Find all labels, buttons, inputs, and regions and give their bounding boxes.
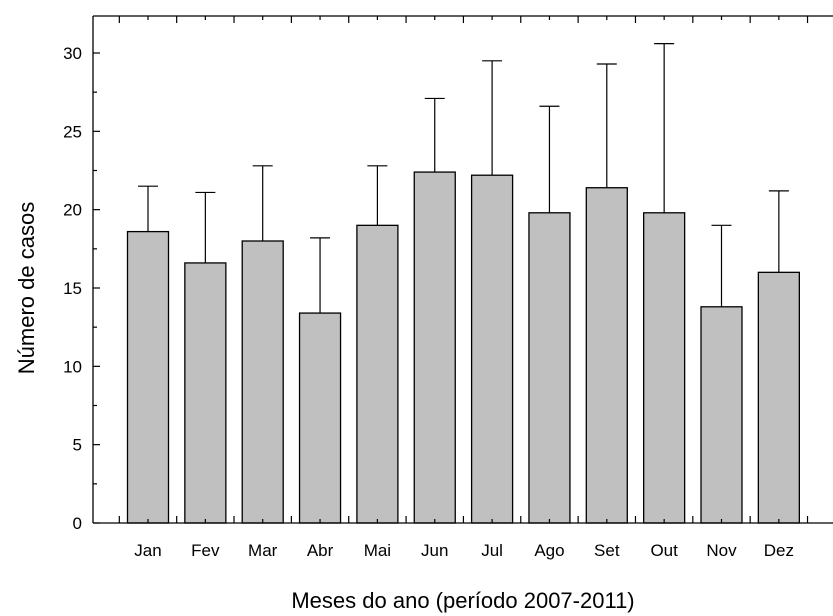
bar-jan: [126, 230, 170, 524]
x-tick-label-mar: Mar: [248, 541, 278, 560]
bars-group: [126, 171, 800, 524]
x-axis-title: Meses do ano (período 2007-2011): [291, 588, 634, 613]
y-tick-label: 5: [73, 436, 82, 455]
x-tick-label-out: Out: [650, 541, 678, 560]
y-axis-title: Número de casos: [14, 202, 39, 374]
y-tick-label: 10: [63, 357, 82, 376]
x-tick-label-dez: Dez: [764, 541, 794, 560]
bar-set: [585, 187, 628, 524]
x-tick-label-abr: Abr: [307, 541, 334, 560]
x-tick-label-jan: Jan: [134, 541, 161, 560]
bar-fev: [184, 262, 227, 524]
y-tick-label: 20: [63, 201, 82, 220]
bar-jun: [413, 171, 456, 524]
bar-mai: [356, 224, 399, 524]
x-tick-label-mai: Mai: [364, 541, 391, 560]
bar-ago: [528, 212, 571, 524]
y-tick-label: 25: [63, 122, 82, 141]
bar-nov: [700, 306, 743, 524]
axes-group: [92, 15, 833, 524]
bar-abr: [298, 312, 342, 524]
y-tick-label: 15: [63, 279, 82, 298]
bar-out: [643, 212, 686, 524]
x-tick-label-jun: Jun: [421, 541, 448, 560]
y-tick-label: 30: [63, 44, 82, 63]
x-tick-label-fev: Fev: [191, 541, 220, 560]
x-tick-label-set: Set: [594, 541, 620, 560]
error-bars-group: [138, 42, 789, 314]
bar-jul: [470, 174, 514, 524]
x-tick-label-nov: Nov: [706, 541, 737, 560]
x-tick-label-jul: Jul: [481, 541, 503, 560]
bar-dez: [757, 271, 800, 524]
bar-mar: [241, 240, 284, 524]
y-tick-label: 0: [73, 514, 82, 533]
x-tick-label-ago: Ago: [534, 541, 564, 560]
tick-labels-group: 0 5 10 15 20 25 30 Jan Fev Mar Abr Mai Jun Jul Ago Set O…: [63, 44, 794, 560]
